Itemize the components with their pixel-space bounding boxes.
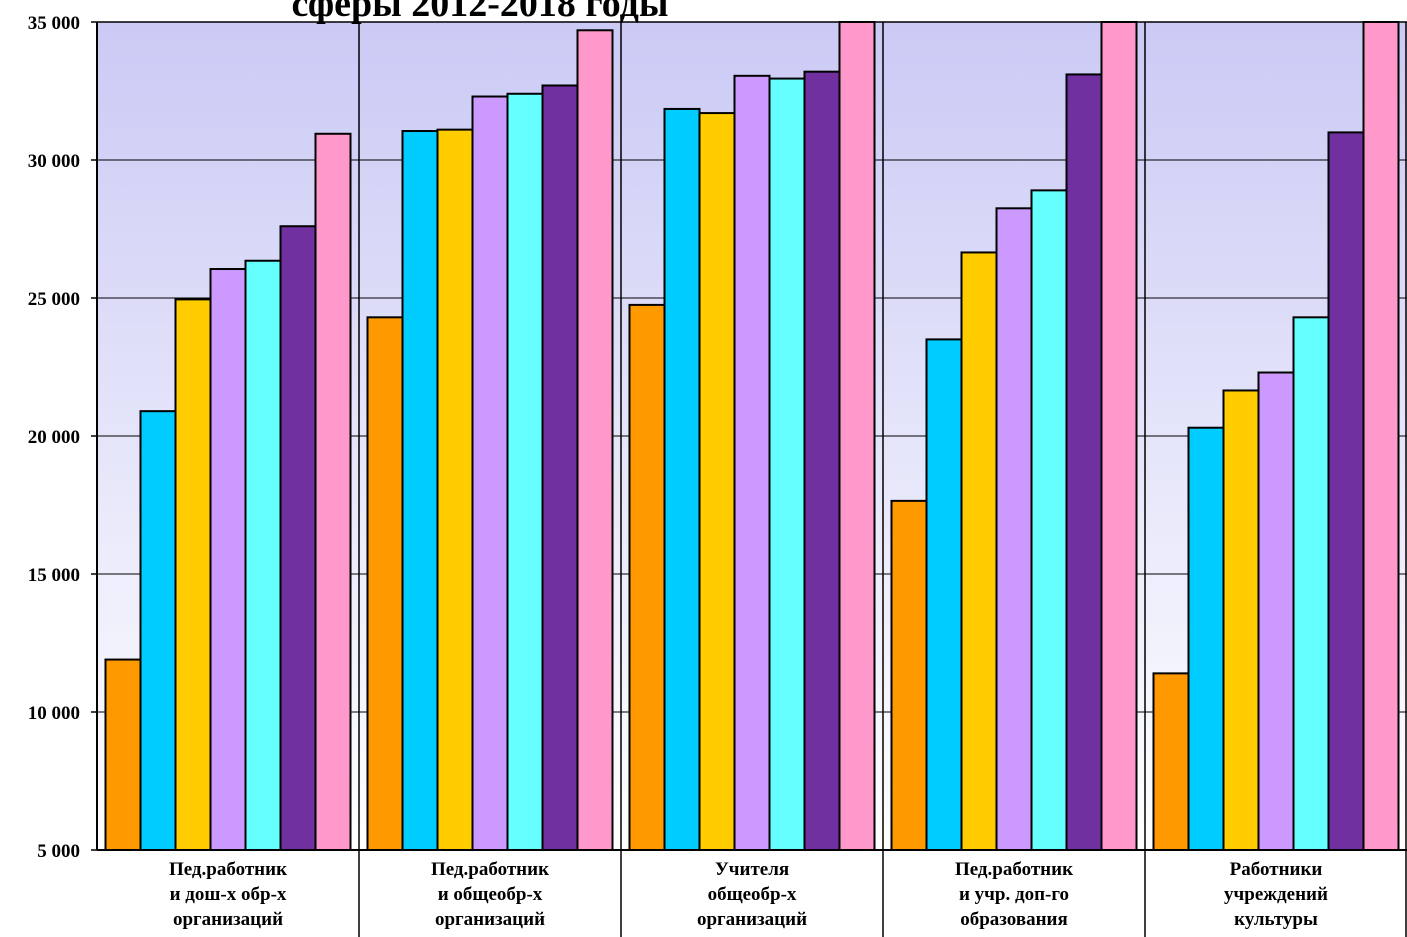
bar [436,128,474,851]
bar [698,112,736,851]
y-tick-labels: 5 000 10 000 15 000 20 000 25 000 30 000 35 00… [28,13,80,862]
bar [506,92,544,851]
bar [1327,131,1365,851]
bar [279,225,317,852]
bar [314,132,352,851]
bar [1257,371,1295,851]
bar [663,107,701,851]
bar [576,29,614,851]
bar [890,499,928,851]
bar [1100,21,1138,851]
axes [96,21,1407,937]
bars [104,21,1400,852]
bar [1187,426,1225,851]
bar [628,303,666,851]
category-label: Учителя общеобр-х организаций [697,859,807,930]
category-label: Пед.работник и дош-х обр-х организаций [169,859,287,930]
bar [733,74,771,851]
category-label: Работники учреждений культуры [1224,859,1328,930]
category-labels: Пед.работник и дош-х обр-х организаций Пед.… [169,859,1328,930]
bar [104,658,142,851]
chart-title: сферы 2012-2018 годы [291,0,668,25]
bar [209,268,247,851]
y-tick-label: 25 000 [28,289,80,310]
bar [1292,316,1330,851]
bar [1030,189,1068,852]
bar [960,251,998,851]
bar [995,207,1033,852]
y-tick-label: 15 000 [28,565,80,586]
bar [838,21,876,851]
bar [1065,73,1103,851]
bar [471,95,509,851]
bar [366,316,404,851]
bar [768,77,806,851]
bar [925,338,963,851]
y-tick-label: 5 000 [37,841,80,862]
bar [803,70,841,852]
bar [1222,389,1260,851]
category-label: Пед.работник и учр. доп-го образования [955,859,1073,930]
bar [1362,21,1400,851]
y-tick-label: 30 000 [28,151,80,172]
bar [541,84,579,852]
y-tick-label: 35 000 [28,13,80,34]
bar [244,259,282,851]
y-tick-label: 10 000 [28,703,80,724]
bar [1152,672,1190,851]
category-label: Пед.работник и общеобр-х организаций [431,859,549,930]
bar [139,410,177,851]
bar [401,130,439,851]
y-tick-label: 20 000 [28,427,80,448]
bar [174,298,212,851]
